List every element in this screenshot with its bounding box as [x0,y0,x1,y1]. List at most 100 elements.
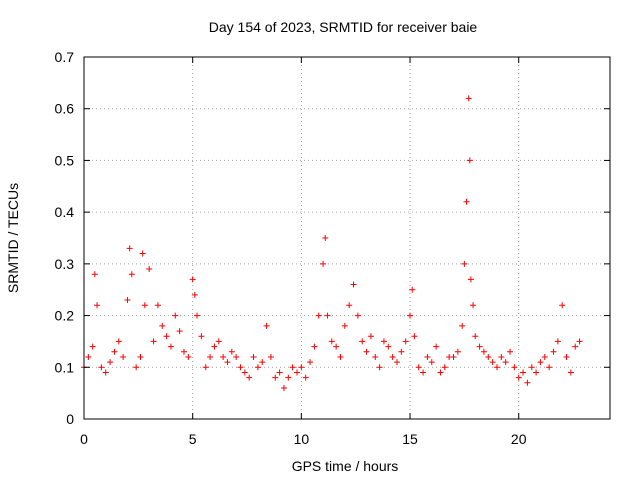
data-point [263,322,270,329]
data-point [498,353,505,360]
data-point [228,348,235,355]
data-point [420,369,427,376]
data-point [576,338,583,345]
data-point [441,364,448,371]
data-point [320,260,327,267]
data-point [467,276,474,283]
data-point [194,312,201,319]
data-point [246,374,253,381]
data-point [411,333,418,340]
x-tick-label: 15 [402,431,418,447]
data-point [315,312,322,319]
data-point [259,359,266,366]
data-point [146,266,153,273]
data-point [215,338,222,345]
data-point [185,353,192,360]
data-point [428,359,435,366]
x-tick-label: 20 [511,431,527,447]
data-point [220,353,227,360]
grid [84,57,610,419]
data-point [380,338,387,345]
plot-frame [83,56,611,420]
data-point [470,302,477,309]
data-point [233,353,240,360]
data-point [337,353,344,360]
data-point [398,348,405,355]
data-point [172,312,179,319]
data-point [322,235,329,241]
data-point [115,338,122,345]
data-point [198,333,205,340]
data-point [211,343,218,350]
data-point [150,338,157,345]
data-point [191,291,198,298]
data-point [285,374,292,381]
data-point [393,359,400,366]
data-point [385,343,392,350]
y-tick-label: 0.5 [55,152,75,168]
data-point [493,364,500,371]
data-point [189,276,196,283]
data-point [102,369,109,376]
data-point [302,374,309,381]
data-point [559,302,566,309]
y-tick-label: 0.2 [55,308,75,324]
y-tick-label: 0.3 [55,256,75,272]
data-point [159,322,166,329]
data-point [472,333,479,340]
axis-ticks: 0 0.1 0.2 0.3 0.4 0.5 0.6 0.7 0 5 10 15 20 [55,49,610,447]
y-tick-label: 0.1 [55,359,75,375]
data-point [107,359,114,366]
data-point [98,364,105,371]
data-point [120,353,127,360]
data-point [311,343,318,350]
data-point [485,353,492,360]
data-point [407,312,414,319]
data-point [572,343,579,350]
data-point [85,353,92,360]
data-point [141,302,148,309]
data-point [333,343,340,350]
data-point [346,302,353,309]
data-point [480,348,487,355]
data-point [515,374,522,381]
data-point [533,369,540,376]
data-point [328,338,335,345]
data-point [124,297,131,304]
data-point [128,271,135,278]
data-point [254,364,261,371]
x-axis-label: GPS time / hours [292,458,399,474]
data-point [298,364,305,371]
data-point [280,384,287,391]
data-point [437,369,444,376]
data-point [133,364,140,371]
data-point [367,333,374,340]
data-point [267,353,274,360]
data-point [554,338,561,345]
data-point [272,374,279,381]
y-tick-label: 0.4 [55,204,75,220]
data-point [528,364,535,371]
data-point [137,353,144,360]
data-point [180,348,187,355]
x-tick-label: 5 [189,431,197,447]
data-point [276,369,283,376]
data-point [463,198,470,205]
data-point [541,353,548,360]
data-point [372,353,379,360]
data-point [546,364,553,371]
data-point [454,348,461,355]
data-point [466,157,473,164]
data-point [324,312,331,319]
data-point [524,379,531,386]
data-point [250,353,257,360]
data-point [237,364,244,371]
data-point [176,328,183,335]
data-point [207,353,214,360]
y-tick-label: 0.6 [55,101,75,117]
data-point [307,359,314,366]
data-point [289,364,296,371]
data-point [154,302,161,309]
data-point [563,353,570,360]
data-point [224,359,231,366]
